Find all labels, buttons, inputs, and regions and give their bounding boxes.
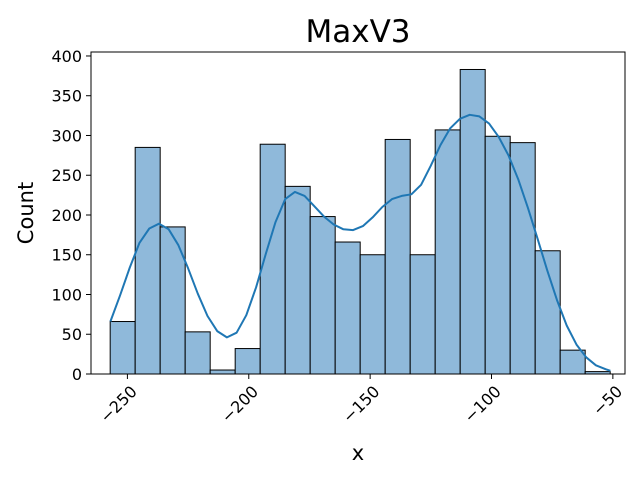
kde-group (109, 113, 611, 372)
y-tick-label: 250 (51, 166, 82, 185)
x-tick-label: −50 (589, 382, 626, 419)
x-tick-label: −250 (96, 382, 141, 427)
y-axis-label: Count (14, 182, 38, 244)
histogram-bar-12 (409, 254, 436, 375)
histogram-bar-2 (159, 226, 186, 375)
y-tick-label: 150 (51, 246, 82, 265)
y-tick-label: 300 (51, 126, 82, 145)
chart-title: MaxV3 (305, 14, 410, 50)
x-tick-label: −200 (218, 382, 263, 427)
y-tick-label: 0 (72, 365, 82, 384)
histogram-bar-0 (109, 321, 136, 375)
histogram-bar-13 (434, 129, 461, 375)
histogram-bar-3 (184, 331, 211, 375)
histogram-bar-14 (459, 68, 486, 375)
histogram-bar-1 (134, 146, 161, 375)
histogram-bar-10 (359, 254, 386, 375)
x-axis-label: x (352, 441, 364, 465)
histogram-bar-5 (234, 348, 261, 375)
kde-curve (109, 113, 611, 372)
y-tick-label: 200 (51, 206, 82, 225)
histogram-bar-8 (309, 216, 336, 375)
y-tick-label: 100 (51, 285, 82, 304)
bars-group (109, 68, 611, 375)
x-axis-ticks: −250 −200 −150 −100 −50 (96, 374, 626, 426)
plot-frame (90, 51, 626, 375)
histogram-bar-16 (509, 142, 536, 375)
histogram-bar-11 (384, 138, 411, 375)
y-tick-label: 350 (51, 87, 82, 106)
histogram-bar-7 (284, 185, 311, 375)
histogram-bar-4 (209, 369, 236, 375)
y-tick-label: 50 (62, 325, 82, 344)
histogram-bar-18 (559, 349, 586, 375)
x-tick-label: −100 (460, 382, 505, 427)
histogram-bar-15 (484, 135, 511, 375)
y-tick-label: 400 (51, 47, 82, 66)
y-axis-ticks: 0 50 100 150 200 250 300 350 400 (51, 47, 91, 384)
x-tick-label: −150 (339, 382, 384, 427)
histogram-bar-9 (334, 241, 361, 375)
